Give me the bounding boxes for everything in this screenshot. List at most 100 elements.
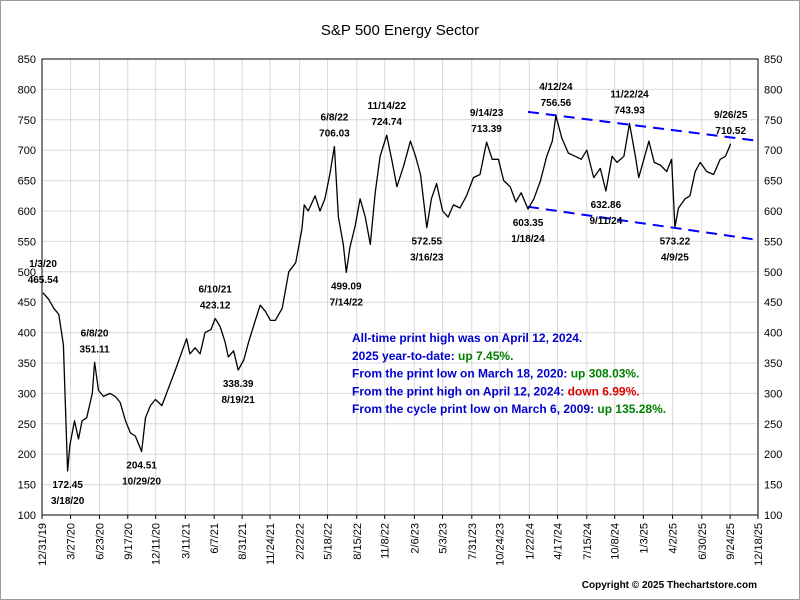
y-axis-left: 100 150 200 250 300 350 400 450 500 550 600 650 700 7… [18,54,36,522]
point-annotation-value: 710.52 [715,126,746,137]
grid [41,58,759,516]
y-tick-label: 550 [764,236,782,248]
channel-trendline [527,110,756,142]
point-annotation-value: 573.22 [660,236,691,247]
y-tick-label: 600 [18,206,36,218]
y-tick-label: 400 [18,328,36,340]
y-tick-label: 850 [18,54,36,66]
point-annotation-date: 4/12/24 [539,82,573,93]
point-annotation-date: 9/14/23 [470,108,504,119]
annotations: 1/3/20 465.54 172.45 3/18/20 6/8/20 351.11 204… [28,82,748,507]
point-annotation-value: 338.39 [223,379,254,390]
summary-segment: up 308.03%. [571,367,640,381]
y-tick-label: 500 [18,267,36,279]
point-annotation-date: 1/3/20 [29,259,57,270]
point-annotation-value: 756.56 [541,98,572,109]
point-annotation-date: 10/29/20 [122,476,161,487]
x-tick-label: 11/24/21 [265,523,277,565]
summary-segment: All-time print high was on April 12, 202… [352,331,582,345]
copyright: Copyright © 2025 Thechartstore.com [582,580,757,591]
point-annotation-value: 603.35 [513,218,544,229]
y-tick-label: 600 [764,206,782,218]
x-tick-label: 2/6/23 [409,523,421,554]
x-tick-label: 1/3/25 [638,523,650,554]
x-tick-label: 10/24/23 [495,523,507,566]
series-line [42,115,732,472]
point-annotation-value: 632.86 [591,200,622,211]
point-annotation-date: 11/14/22 [368,101,407,112]
x-tick-label: 7/15/24 [582,523,594,560]
point-annotation-date: 9/11/24 [589,216,622,227]
point-annotation-value: 499.09 [331,281,362,292]
y-tick-label: 850 [764,54,782,66]
y-tick-label: 150 [764,480,782,492]
point-annotation-date: 3/18/20 [51,496,85,507]
y-tick-label: 500 [764,267,782,279]
y-tick-label: 150 [18,480,36,492]
x-tick-label: 7/31/23 [467,523,479,560]
summary-segment: 2025 year-to-date: [352,349,458,363]
y-tick-label: 350 [764,358,782,370]
y-tick-label: 450 [764,297,782,309]
y-tick-label: 450 [18,297,36,309]
x-tick-label: 5/18/22 [323,523,335,560]
performance-summary: All-time print high was on April 12, 202… [352,331,666,416]
y-tick-label: 700 [18,145,36,157]
x-tick-label: 1/22/24 [524,523,536,560]
point-annotation-value: 351.11 [80,344,110,355]
x-tick-label: 9/17/20 [123,523,135,560]
y-tick-label: 750 [764,115,782,127]
x-tick-label: 12/11/20 [151,523,163,565]
x-tick-label: 12/31/19 [37,523,49,566]
point-annotation-date: 6/8/20 [81,328,109,339]
y-tick-label: 250 [18,419,36,431]
y-tick-label: 300 [18,388,36,400]
point-annotation-date: 3/16/23 [410,253,444,264]
y-tick-label: 200 [18,449,36,461]
x-tick-label: 12/18/25 [753,523,765,566]
y-tick-label: 700 [764,145,782,157]
x-tick-label: 11/8/22 [380,523,392,559]
point-annotation-value: 743.93 [614,105,645,116]
summary-segment: From the print high on April 12, 2024: [352,384,568,398]
point-annotation-value: 724.74 [371,117,402,128]
y-tick-label: 250 [764,419,782,431]
y-tick-label: 800 [764,84,782,96]
plot-area [41,58,759,516]
y-tick-label: 800 [18,84,36,96]
x-tick-label: 10/8/24 [610,523,622,560]
x-tick-label: 3/11/21 [180,523,192,559]
trendlines [527,110,756,241]
point-annotation-value: 465.54 [28,275,59,286]
summary-segment: up 7.45%. [458,349,513,363]
point-annotation-value: 204.51 [126,460,157,471]
x-tick-label: 8/31/21 [237,523,249,560]
x-tick-label: 6/23/20 [95,523,107,560]
y-axis-right: 100 150 200 250 300 350 400 450 500 550 600 650 700 7… [764,54,782,522]
x-tick-label: 4/2/25 [668,523,680,554]
point-annotation-date: 1/18/24 [511,234,545,245]
x-tick-label: 4/17/24 [553,523,565,560]
x-tick-label: 3/27/20 [66,523,78,560]
x-tick-label: 8/15/22 [352,523,364,560]
y-tick-label: 300 [764,388,782,400]
y-tick-label: 350 [18,358,36,370]
point-annotation-date: 8/19/21 [221,395,255,406]
y-tick-label: 200 [764,449,782,461]
y-tick-label: 750 [18,115,36,127]
x-tick-label: 6/30/25 [697,523,709,560]
point-annotation-value: 172.45 [52,480,83,491]
summary-segment: down 6.99%. [568,384,640,398]
summary-segment: From the print low on March 18, 2020: [352,367,571,381]
point-annotation-value: 713.39 [471,124,502,135]
point-annotation-date: 6/10/21 [198,285,232,296]
y-tick-label: 400 [764,328,782,340]
y-tick-label: 100 [764,510,782,522]
chart-title: S&P 500 Energy Sector [321,22,479,39]
point-annotation-date: 4/9/25 [661,252,689,263]
y-tick-label: 650 [18,176,36,188]
summary-segment: From the cycle print low on March 6, 200… [352,402,597,416]
point-annotation-date: 11/22/24 [610,89,649,100]
x-axis: 12/31/19 3/27/20 6/23/20 9/17/20 12/11/20 3/1… [37,515,765,566]
